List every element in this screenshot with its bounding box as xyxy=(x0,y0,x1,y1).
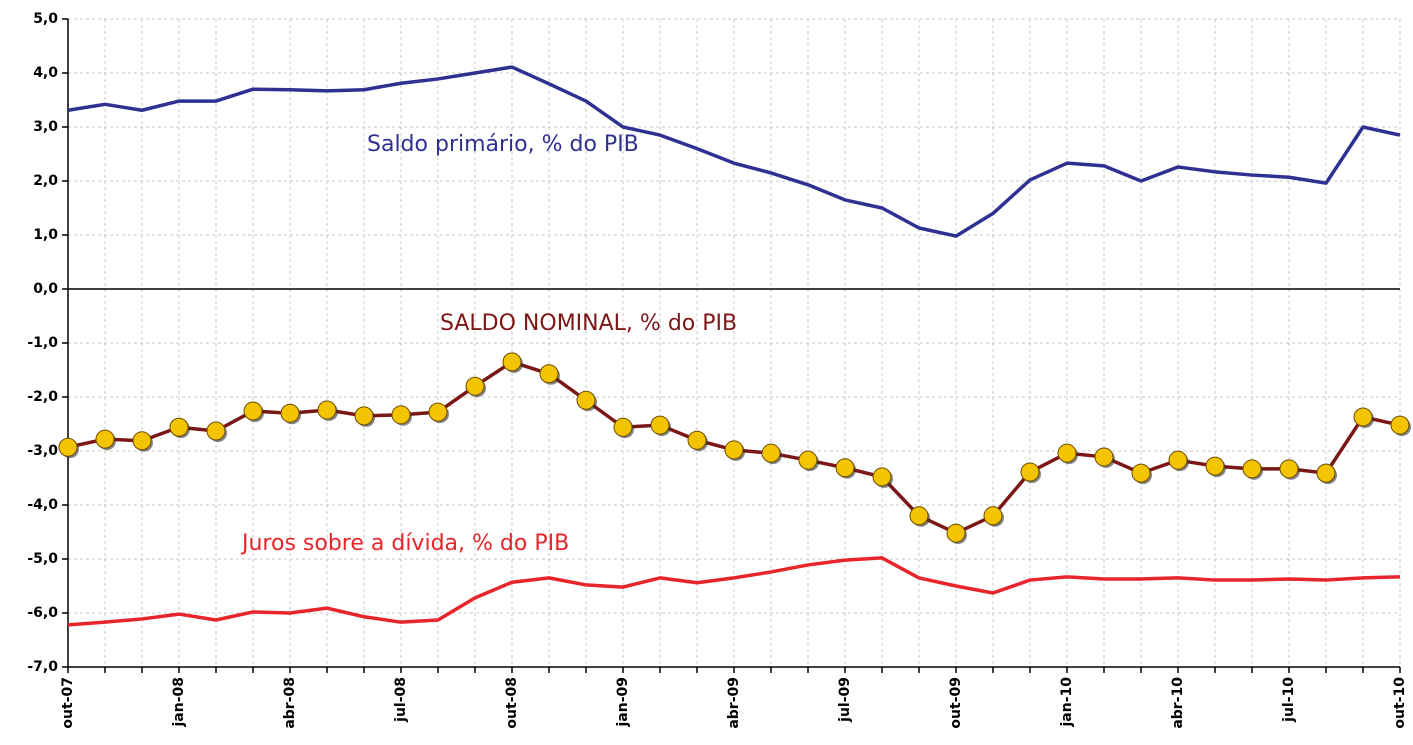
data-point xyxy=(243,401,263,421)
data-point xyxy=(798,450,818,470)
y-tick-label: 0,0 xyxy=(33,281,58,297)
data-point xyxy=(983,506,1003,526)
data-point xyxy=(1131,463,1151,483)
y-tick-label: -2,0 xyxy=(27,389,58,405)
data-point xyxy=(761,443,781,463)
data-point xyxy=(724,440,744,460)
series-label: SALDO NOMINAL, % do PIB xyxy=(440,311,737,336)
x-tick-label: out-07 xyxy=(60,677,76,729)
y-tick-label: -3,0 xyxy=(27,443,58,459)
data-point xyxy=(354,406,374,426)
y-tick-label: -5,0 xyxy=(27,551,58,567)
x-tick-label: out-08 xyxy=(504,677,520,729)
data-point xyxy=(1390,415,1410,435)
data-point xyxy=(946,523,966,543)
data-point xyxy=(169,417,189,437)
data-point xyxy=(1316,463,1336,483)
data-point xyxy=(1094,447,1114,467)
data-point xyxy=(1242,459,1262,479)
data-point xyxy=(132,431,152,451)
y-tick-label: 1,0 xyxy=(33,227,58,243)
series-line xyxy=(67,65,1401,238)
data-point xyxy=(576,390,596,410)
data-point xyxy=(909,506,929,526)
x-tick-label: jan-10 xyxy=(1059,677,1075,728)
y-tick-label: -6,0 xyxy=(27,605,58,621)
x-tick-label: abr-10 xyxy=(1170,677,1186,729)
x-tick-label: jan-08 xyxy=(171,677,187,728)
data-point xyxy=(391,405,411,425)
x-tick-label: out-10 xyxy=(1392,677,1408,729)
x-tick-label: out-09 xyxy=(948,677,964,729)
data-point xyxy=(95,429,115,449)
data-point xyxy=(835,458,855,478)
series-label: Saldo primário, % do PIB xyxy=(367,132,639,157)
data-point xyxy=(1057,443,1077,463)
x-tick-label: abr-08 xyxy=(282,677,298,729)
y-tick-label: 3,0 xyxy=(33,119,58,135)
data-point xyxy=(206,421,226,441)
x-tick-label: jul-08 xyxy=(393,677,409,723)
x-tick-label: jan-09 xyxy=(615,677,631,728)
series-label: Juros sobre a dívida, % do PIB xyxy=(240,531,569,556)
data-point xyxy=(428,402,448,422)
data-point xyxy=(1279,459,1299,479)
data-point xyxy=(539,364,559,384)
data-point xyxy=(58,437,78,457)
data-point xyxy=(1020,462,1040,482)
data-point xyxy=(1168,450,1188,470)
data-point xyxy=(1205,456,1225,476)
data-point xyxy=(502,352,522,372)
y-tick-label: -4,0 xyxy=(27,497,58,513)
series-line xyxy=(67,556,1401,627)
data-point xyxy=(1353,407,1373,427)
data-point xyxy=(687,430,707,450)
x-tick-label: jul-10 xyxy=(1281,677,1297,723)
x-tick-label: jul-09 xyxy=(837,677,853,723)
data-point xyxy=(280,403,300,423)
data-point xyxy=(317,400,337,420)
data-point xyxy=(650,415,670,435)
data-point xyxy=(613,417,633,437)
x-tick-label: abr-09 xyxy=(726,677,742,729)
y-tick-label: 4,0 xyxy=(33,65,58,81)
data-point xyxy=(872,467,892,487)
y-tick-label: 5,0 xyxy=(33,11,58,27)
y-tick-label: 2,0 xyxy=(33,173,58,189)
data-point xyxy=(465,376,485,396)
y-tick-label: -7,0 xyxy=(27,659,58,675)
y-tick-label: -1,0 xyxy=(27,335,58,351)
